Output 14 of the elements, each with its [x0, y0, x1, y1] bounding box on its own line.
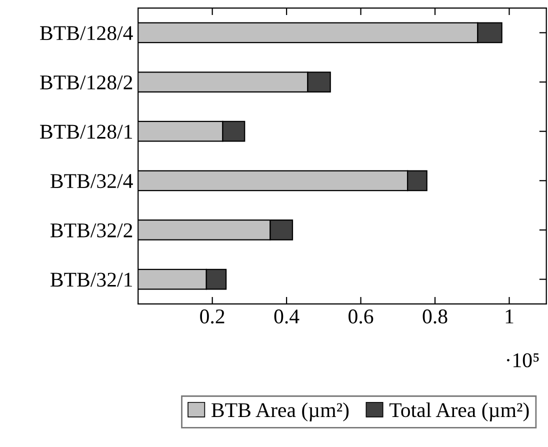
legend-label: BTB Area (µm²)	[212, 402, 349, 422]
x-tick-label: 1	[506, 310, 514, 324]
y-tick-label: BTB/128/2	[40, 75, 132, 90]
y-tick-label: BTB/128/4	[40, 26, 133, 40]
text: ·10⁵	[506, 353, 539, 368]
y-tick-label: BTB/32/4	[50, 174, 133, 188]
x-tick-label: 0.8	[422, 309, 448, 324]
y-tick-label: BTB/32/2	[50, 223, 132, 238]
y-tick-label: BTB/32/1	[50, 272, 132, 287]
x-tick-label: 0.2	[200, 309, 224, 324]
y-tick-label: BTB/128/1	[40, 124, 132, 139]
x-tick-label: 0.4	[274, 309, 300, 324]
legend-label: Total Area (µm²)	[389, 402, 529, 422]
x-tick-label: 0.6	[348, 309, 374, 324]
